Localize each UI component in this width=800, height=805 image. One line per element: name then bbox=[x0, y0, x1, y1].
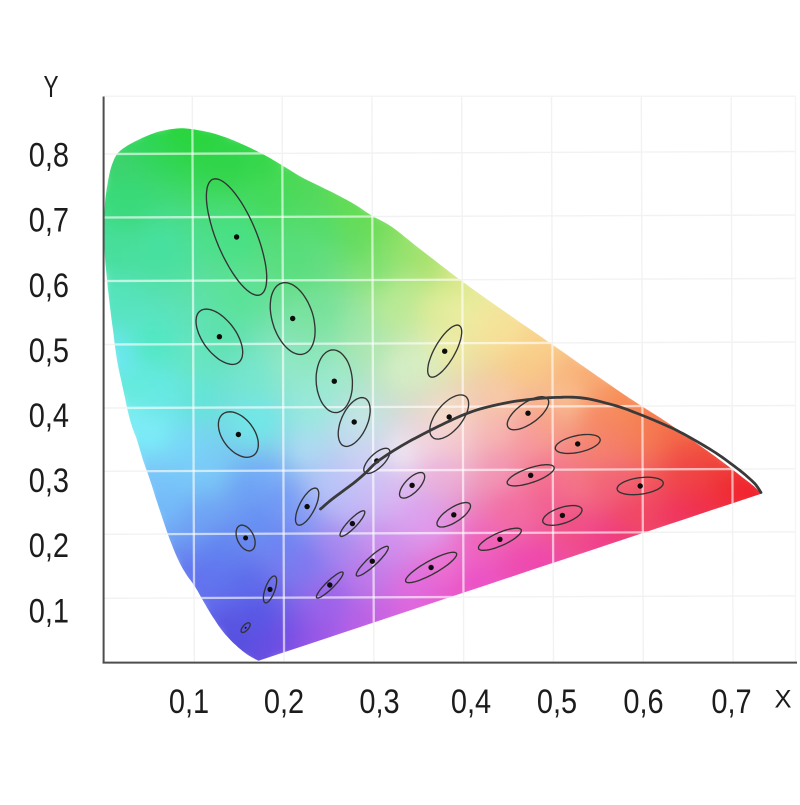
svg-text:0,1: 0,1 bbox=[169, 682, 209, 721]
svg-text:0,2: 0,2 bbox=[264, 682, 304, 721]
svg-text:0,5: 0,5 bbox=[537, 682, 577, 721]
svg-text:0,7: 0,7 bbox=[711, 682, 751, 721]
svg-text:0,5: 0,5 bbox=[29, 330, 69, 369]
svg-text:0,3: 0,3 bbox=[359, 682, 399, 721]
svg-text:Y: Y bbox=[43, 70, 58, 104]
svg-text:0,6: 0,6 bbox=[29, 265, 69, 304]
svg-text:0,4: 0,4 bbox=[451, 682, 491, 721]
svg-text:0,6: 0,6 bbox=[623, 682, 663, 721]
svg-text:0,1: 0,1 bbox=[29, 591, 69, 630]
svg-text:X: X bbox=[774, 686, 791, 714]
svg-text:0,2: 0,2 bbox=[29, 526, 69, 565]
svg-text:0,4: 0,4 bbox=[29, 396, 69, 435]
svg-text:0,3: 0,3 bbox=[29, 461, 69, 500]
svg-text:0,7: 0,7 bbox=[29, 200, 69, 239]
svg-text:0,8: 0,8 bbox=[29, 135, 69, 174]
